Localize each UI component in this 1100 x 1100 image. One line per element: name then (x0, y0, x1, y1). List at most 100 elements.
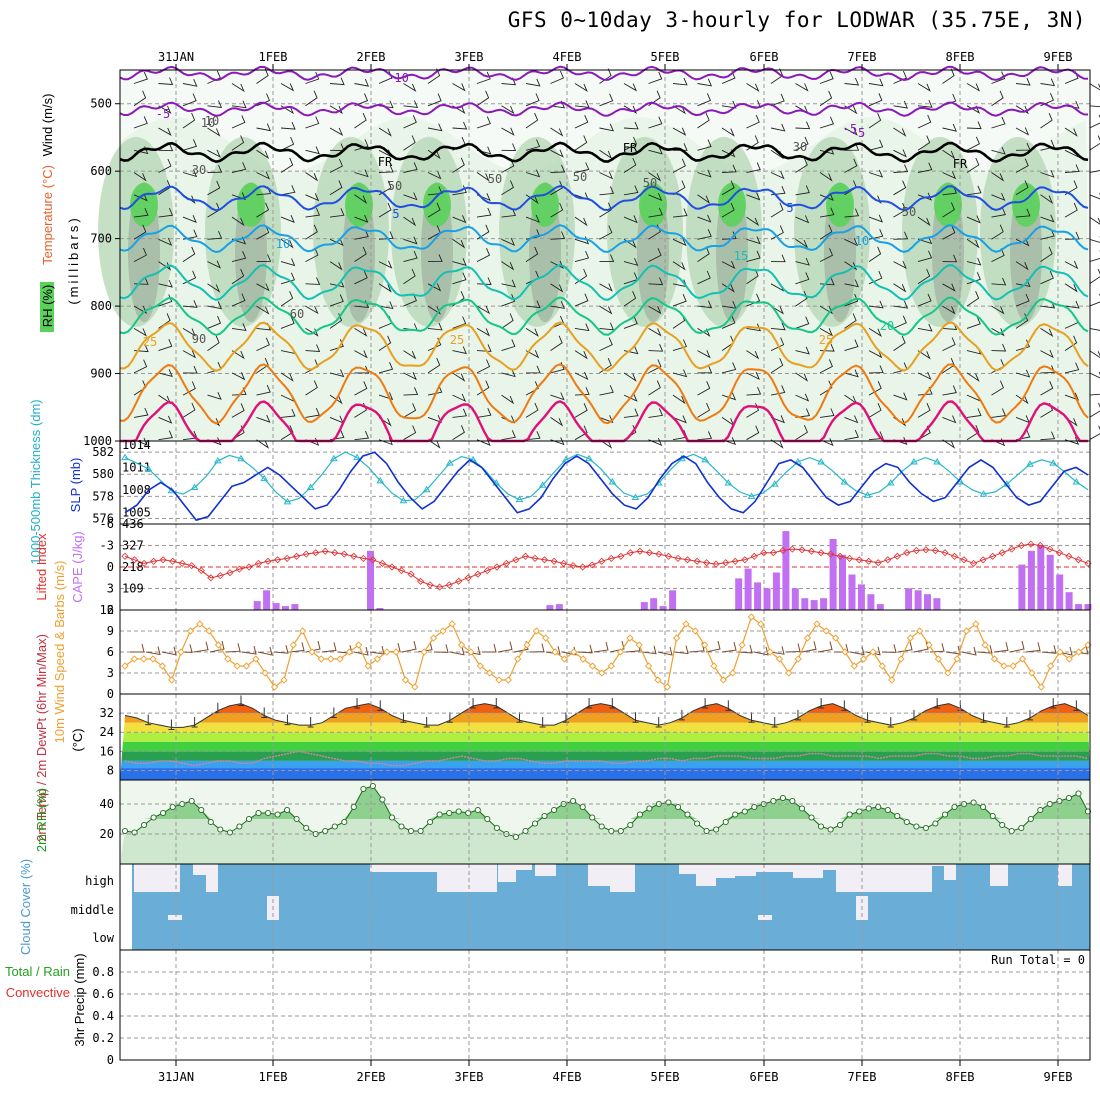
cape-bar (810, 600, 818, 610)
wind-speed-marker (336, 655, 344, 663)
surface-wind-barb (497, 641, 513, 653)
wind-speed-marker (813, 620, 821, 628)
wind-speed-marker (1009, 662, 1017, 670)
wind-speed-marker (710, 662, 718, 670)
cape-bar (376, 608, 384, 610)
isotherm-line (119, 101, 1089, 117)
wind-barb (329, 279, 345, 288)
wind-barb (672, 180, 686, 196)
wind-speed-marker (457, 641, 466, 649)
cape-bar (650, 598, 658, 610)
rh-marker (398, 823, 405, 830)
wind-barb (868, 78, 884, 87)
temp-minmax-bar (702, 697, 709, 709)
wind-barb (746, 192, 761, 201)
wind-barb (231, 100, 247, 109)
temp-minmax-bar (562, 712, 569, 723)
surface-wind-barb (945, 645, 961, 655)
cape-bar (291, 604, 299, 610)
rh-contour-label: 50 (902, 205, 916, 219)
wind-barb (966, 238, 980, 249)
wind-axis-label: Wind (m/s) (40, 94, 55, 157)
wind-speed-marker (944, 669, 952, 677)
surface-wind-barb (433, 644, 449, 653)
temp-band (120, 760, 1090, 769)
temp-minmax-bar (400, 712, 407, 723)
wind-speed-marker (158, 662, 167, 670)
wind-barb (550, 283, 564, 293)
run-total: Run Total = 0 (991, 953, 1085, 967)
wind-barb (280, 157, 294, 173)
thickness-line (124, 451, 1089, 503)
wind-barb (305, 277, 321, 285)
temp-minmax-bar (446, 712, 453, 723)
slp-axis-label: SLP (mb) (68, 458, 83, 513)
pressure-tick-label: 900 (90, 367, 112, 381)
wind-barb (991, 172, 1005, 182)
wind-barb (893, 164, 909, 173)
wind-barb (991, 277, 1007, 286)
rh-marker (1027, 815, 1034, 823)
wind-barb (697, 214, 712, 223)
surface-wind-barb (369, 645, 385, 655)
wind-speed-marker (598, 669, 606, 677)
wind-barb (525, 431, 541, 441)
wind-speed-marker (588, 662, 597, 670)
cape-bar (848, 574, 856, 610)
thickness-marker (329, 454, 338, 462)
temp-minmax-bar (748, 712, 755, 723)
lifted-index-marker (531, 554, 539, 562)
surface-wind-barb (881, 644, 897, 653)
thickness-tick-label: 576 (92, 511, 114, 525)
wind-barb (746, 293, 761, 307)
temp-band (120, 713, 1090, 723)
wind-barb (256, 384, 271, 396)
wind-barb (966, 372, 980, 382)
wind-speed-marker (345, 648, 354, 656)
wind-barb (991, 90, 1004, 107)
wind-barb (256, 171, 270, 180)
surface-wind-barb (737, 644, 753, 654)
wind-barb (158, 294, 173, 307)
lifted-index-marker (750, 552, 758, 560)
wind-barb (133, 193, 148, 202)
wind-barb (403, 268, 416, 285)
bottom-date-label: 3FEB (455, 1070, 484, 1084)
wind-barb (329, 105, 343, 115)
wind-barb (672, 369, 688, 378)
wind-barb (256, 337, 270, 352)
wind-barb (501, 339, 516, 352)
isotherm-label: 5 (392, 207, 399, 221)
temp-minmax-bar (934, 697, 941, 709)
wind-speed-marker (794, 655, 802, 663)
cloud-clear-gap (823, 864, 836, 870)
wind-barb (991, 408, 1007, 418)
rh-marker (827, 826, 834, 833)
wind-barb (991, 192, 1006, 201)
temp-minmax-bar (1003, 717, 1010, 728)
lifted-index-line (124, 543, 1089, 588)
isotherm-label: -5 (843, 122, 857, 136)
wind-barb (329, 261, 343, 271)
wind-barb (599, 149, 613, 160)
wind-barb (599, 283, 613, 292)
cape-tick-label: 327 (122, 539, 144, 553)
wind-barb (305, 380, 318, 396)
wind-barb (231, 403, 245, 418)
rh-marker (255, 809, 262, 817)
surface-wind-barb (753, 646, 769, 656)
wind-barb (403, 236, 418, 245)
cloud-clear-gap (1058, 864, 1072, 886)
rh-contour-label: 10 (205, 114, 219, 128)
wind-barb (354, 112, 367, 129)
wind-barb (672, 415, 687, 424)
wind-barb (476, 380, 490, 396)
surface-wind-barb (161, 646, 177, 656)
wind-speed-marker (719, 676, 728, 684)
wind-barb (1089, 100, 1100, 108)
wind-barb (207, 70, 221, 84)
wind-barb (378, 164, 394, 173)
lifted-index-marker (798, 546, 806, 554)
wind-barb (746, 250, 761, 263)
wind-speed-marker (149, 655, 157, 663)
